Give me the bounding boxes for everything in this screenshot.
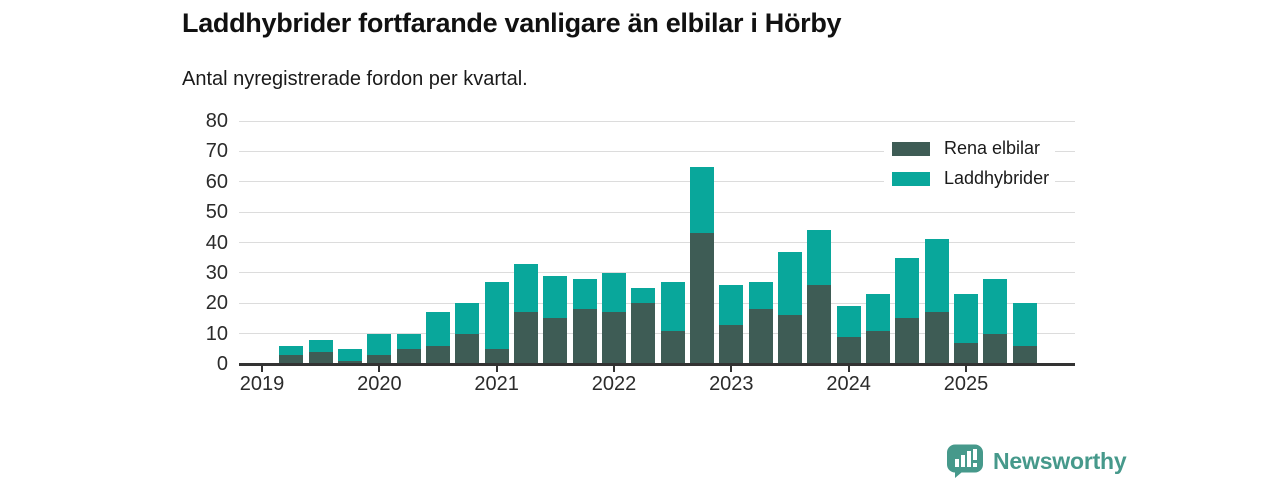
bar-segment <box>543 318 568 364</box>
y-axis-tick-label: 40 <box>205 231 228 254</box>
bar-segment <box>396 348 421 364</box>
legend-swatch-rena-elbilar <box>892 141 930 156</box>
y-axis-tick-label: 10 <box>205 322 228 345</box>
bar-segment <box>631 288 656 304</box>
x-axis-tick-label: 2021 <box>474 373 519 395</box>
bar-segment <box>748 309 773 364</box>
gridline <box>239 211 1075 213</box>
bar-segment <box>484 282 509 349</box>
legend-label: Laddhybrider <box>944 168 1050 188</box>
legend-swatch-laddhybrider <box>892 171 930 186</box>
bar-segment <box>807 285 832 364</box>
bar-segment <box>455 303 480 334</box>
gridline <box>239 150 1075 152</box>
bar-segment <box>983 333 1008 364</box>
bar-segment <box>895 318 920 364</box>
legend-item-rena-elbilar: Rena elbilar <box>892 138 1049 159</box>
x-axis-tick <box>612 366 615 372</box>
gridline <box>239 302 1075 304</box>
y-axis-tick-label: 20 <box>205 292 228 315</box>
chart-title: Laddhybrider fortfarande vanligare än el… <box>182 8 842 38</box>
bar-segment <box>425 345 450 364</box>
y-axis-tick-label: 80 <box>205 110 228 132</box>
x-axis-tick <box>964 366 967 372</box>
bar-segment <box>455 333 480 364</box>
bar-segment <box>367 333 392 355</box>
bar-segment <box>1012 303 1037 346</box>
bar-segment <box>660 282 685 331</box>
legend: Rena elbilar Laddhybrider <box>884 132 1056 200</box>
bar-segment <box>1012 345 1037 364</box>
bar-segment <box>367 354 392 364</box>
bar-segment <box>865 294 890 331</box>
bar-segment <box>953 342 978 364</box>
legend-item-laddhybrider: Laddhybrider <box>892 168 1049 189</box>
bar-segment <box>660 330 685 364</box>
bar-segment <box>484 348 509 364</box>
x-axis-tick <box>730 366 733 372</box>
bar-segment <box>513 312 538 364</box>
x-axis-tick-label: 2019 <box>239 373 285 395</box>
bar-segment <box>689 166 714 234</box>
x-axis-tick <box>495 366 498 372</box>
x-axis-tick-label: 2023 <box>709 373 754 395</box>
bar-segment <box>777 315 802 364</box>
bar-segment <box>983 278 1008 334</box>
bar-segment <box>807 230 832 286</box>
bar-segment <box>337 348 362 361</box>
bar-segment <box>924 239 949 313</box>
x-axis-tick <box>261 366 263 372</box>
bar-segment <box>543 275 568 319</box>
bar-segment <box>924 312 949 364</box>
x-axis-tick <box>847 366 850 372</box>
x-axis-tick-label: 2024 <box>826 373 871 395</box>
newsworthy-logo: Newsworthy <box>946 444 1127 478</box>
bar-segment <box>396 333 421 349</box>
bar-segment <box>777 251 802 316</box>
x-axis-tick-label: 2025 <box>943 373 989 395</box>
newsworthy-logo-icon <box>947 444 983 478</box>
y-axis-tick-label: 30 <box>205 261 228 284</box>
y-axis-tick-label: 70 <box>205 140 228 163</box>
bar-segment <box>601 272 626 313</box>
bar-segment <box>337 360 362 364</box>
bar-segment <box>279 354 304 364</box>
x-axis-tick <box>378 366 381 372</box>
legend-label: Rena elbilar <box>944 138 1041 158</box>
gridline <box>239 272 1075 274</box>
bar-segment <box>865 330 890 364</box>
x-axis-tick-label: 2020 <box>357 373 402 395</box>
bar-segment <box>425 312 450 346</box>
bar-segment <box>513 263 538 313</box>
chart-subtitle: Antal nyregistrerade fordon per kvartal. <box>182 68 528 90</box>
bar-segment <box>631 303 656 364</box>
bar-segment <box>279 345 304 355</box>
gridline <box>239 242 1075 243</box>
gridline <box>239 333 1075 335</box>
newsworthy-logo-text: Newsworthy <box>993 447 1127 474</box>
bar-segment <box>719 285 744 325</box>
x-axis-line <box>239 363 1075 366</box>
bar-segment <box>572 278 597 310</box>
y-axis-tick-label: 0 <box>216 353 228 375</box>
bar-segment <box>572 309 597 364</box>
bar-segment <box>836 336 861 364</box>
y-axis-tick-label: 50 <box>205 201 228 224</box>
bar-segment <box>953 294 978 343</box>
gridline <box>239 181 1075 183</box>
plot-area <box>239 120 1075 364</box>
bar-segment <box>308 351 333 364</box>
bar-segment <box>308 339 333 352</box>
bar-segment <box>836 306 861 337</box>
y-axis-tick-label: 60 <box>205 170 228 193</box>
bar-segment <box>719 324 744 364</box>
bar-segment <box>689 233 714 364</box>
gridline <box>239 120 1075 122</box>
bar-segment <box>895 257 920 319</box>
bar-segment <box>748 282 773 310</box>
x-axis-tick-label: 2022 <box>591 373 637 395</box>
bar-segment <box>601 312 626 364</box>
